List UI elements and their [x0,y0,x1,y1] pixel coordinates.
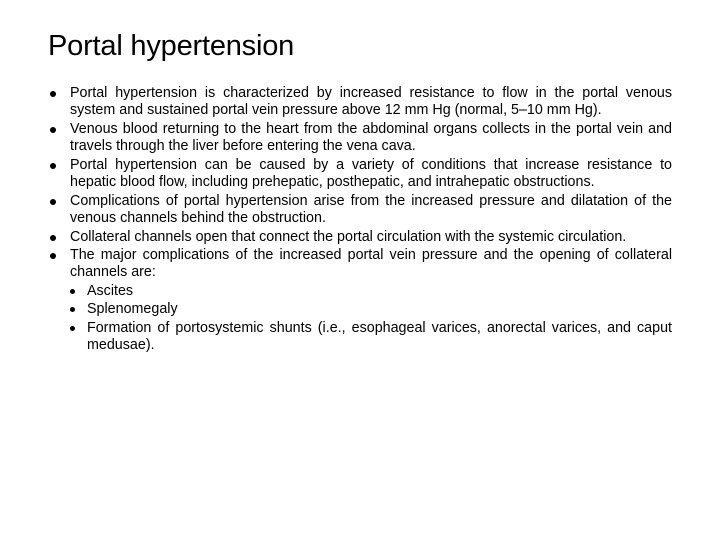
list-item: Portal hypertension is characterized by … [48,85,672,120]
bullet-icon [70,326,75,331]
bullet-icon [50,163,56,169]
bullet-icon [50,253,56,259]
bullet-text: The major complications of the increased… [70,247,672,282]
list-item: Portal hypertension can be caused by a v… [48,157,672,192]
bullet-icon [70,289,75,294]
bullet-text: Collateral channels open that connect th… [70,229,672,246]
list-item: The major complications of the increased… [48,247,672,282]
content-area: Portal hypertension is characterized by … [48,85,672,355]
bullet-icon [50,127,56,133]
bullet-icon [70,307,75,312]
list-item: Ascites [70,283,672,300]
list-item: Complications of portal hypertension ari… [48,193,672,228]
sub-bullet-list: Ascites Splenomegaly Formation of portos… [70,283,672,355]
list-item: Collateral channels open that connect th… [48,229,672,246]
bullet-text: Portal hypertension is characterized by … [70,85,672,120]
bullet-text: Venous blood returning to the heart from… [70,121,672,156]
list-item: Venous blood returning to the heart from… [48,121,672,156]
slide: Portal hypertension Portal hypertension … [0,0,720,540]
sub-bullet-text: Ascites [87,283,672,300]
bullet-icon [50,235,56,241]
bullet-list: Portal hypertension is characterized by … [48,85,672,282]
sub-bullet-text: Splenomegaly [87,301,672,318]
bullet-icon [50,91,56,97]
bullet-text: Complications of portal hypertension ari… [70,193,672,228]
sub-bullet-text: Formation of portosystemic shunts (i.e.,… [87,320,672,355]
page-title: Portal hypertension [48,30,672,63]
list-item: Splenomegaly [70,301,672,318]
list-item: Formation of portosystemic shunts (i.e.,… [70,320,672,355]
bullet-text: Portal hypertension can be caused by a v… [70,157,672,192]
bullet-icon [50,199,56,205]
